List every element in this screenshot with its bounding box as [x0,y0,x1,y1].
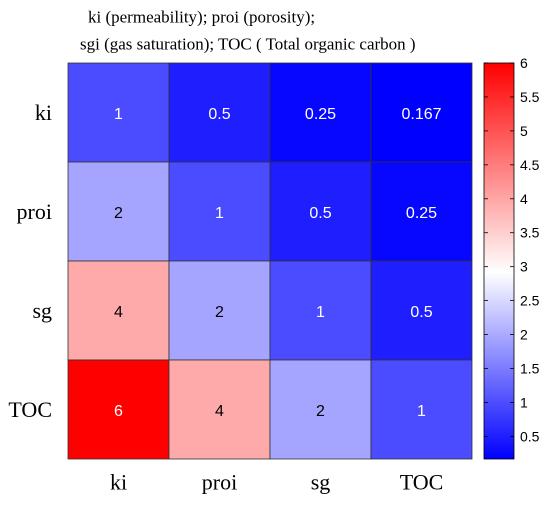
heatmap-cell [370,260,473,361]
cell-value-label: 1 [114,106,123,123]
cell-value-label: 2 [114,205,123,222]
column-label: TOC [400,470,444,495]
colorbar-tick-label: 5 [520,123,528,139]
cell-value-label: 0.167 [401,106,441,123]
colorbar-tick-label: 3 [520,259,528,275]
cell-value-label: 4 [114,304,123,321]
colorbar-tick-label: 4.5 [520,157,540,173]
heatmap-cell [168,62,271,163]
heatmap-cell [370,359,473,460]
heatmap-cell [168,359,271,460]
legend-line-2: sgi (gas saturation); TOC ( Total organi… [80,35,416,54]
cell-value-label: 2 [316,403,325,420]
cell-value-label: 0.25 [305,106,336,123]
heatmap-cell [269,62,372,163]
heatmap-cell [269,359,372,460]
cell-value-label: 1 [215,205,224,222]
heatmap-cell [67,359,170,460]
heatmap-cells: 1 0.5 0.25 0.167 2 1 0.5 0.25 4 2 1 0.5 6 4 2 1 [67,62,473,460]
column-label: ki [110,470,127,495]
row-label: proi [17,199,52,224]
heatmap-cell [370,161,473,262]
cell-value-label: 1 [316,304,325,321]
cell-value-label: 6 [114,403,123,420]
heatmap-cell [168,260,271,361]
row-label: sg [32,298,52,323]
cell-value-label: 0.5 [208,106,230,123]
colorbar-tick-label: 0.5 [520,428,540,444]
legend-line-1: ki (permeability); proi (porosity); [88,8,315,27]
heatmap-cell [168,161,271,262]
column-label: proi [202,470,237,495]
colorbar-tick-label: 5.5 [520,89,540,105]
colorbar-tick-label: 3.5 [520,225,540,241]
colorbar-tick-label: 2 [520,327,528,343]
column-label: sg [311,470,331,495]
row-label: ki [35,100,52,125]
heatmap-cell [370,62,473,163]
cell-value-label: 2 [215,304,224,321]
cell-value-label: 0.5 [410,304,432,321]
colorbar-tick-label: 4 [520,191,528,207]
colorbar-ticks: 0.5 1 1.5 2 2.5 3 3.5 4 4.5 5 5.5 6 [484,55,540,444]
row-label: TOC [8,397,52,422]
column-labels: ki proi sg TOC [110,470,443,495]
cell-value-label: 0.5 [309,205,331,222]
cell-value-label: 1 [417,403,426,420]
heatmap-cell [67,62,170,163]
heatmap-cell [67,161,170,262]
colorbar: 0.5 1 1.5 2 2.5 3 3.5 4 4.5 5 5.5 6 [483,55,540,460]
cell-value-label: 4 [215,403,224,420]
colorbar-tick-label: 6 [520,55,528,71]
colorbar-tick-label: 1.5 [520,361,540,377]
row-labels: ki proi sg TOC [8,100,52,422]
cell-value-label: 0.25 [406,205,437,222]
colorbar-tick-label: 2.5 [520,293,540,309]
colorbar-tick-label: 1 [520,394,528,410]
colorbar-gradient [483,62,515,460]
